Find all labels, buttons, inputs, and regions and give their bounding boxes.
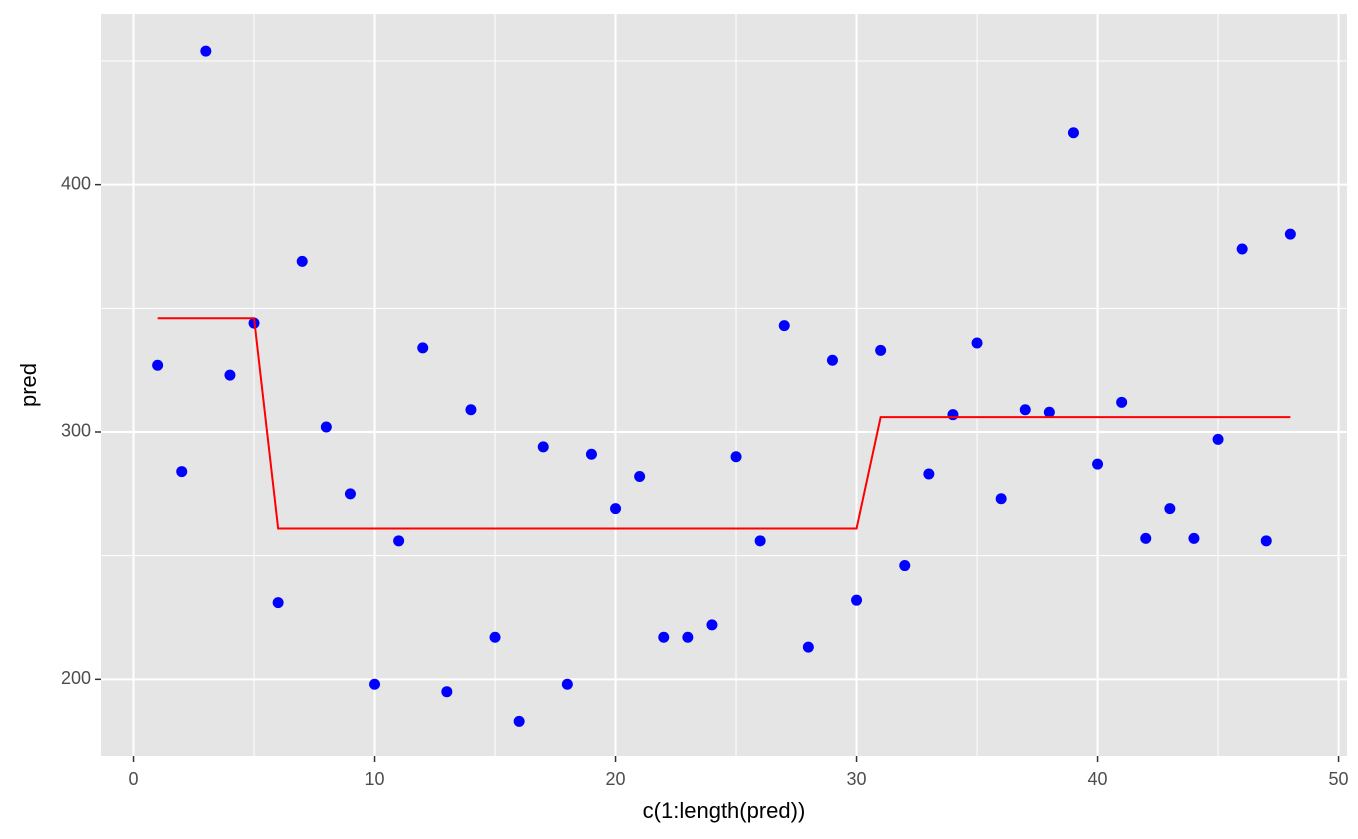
point bbox=[320, 421, 332, 433]
point bbox=[875, 344, 887, 356]
point bbox=[658, 631, 670, 643]
point bbox=[152, 359, 164, 371]
point bbox=[393, 535, 405, 547]
point bbox=[851, 594, 863, 606]
point bbox=[441, 686, 453, 698]
point bbox=[1140, 532, 1152, 544]
y-tick-label: 400 bbox=[61, 173, 91, 193]
point bbox=[754, 535, 766, 547]
y-axis-title: pred bbox=[16, 363, 41, 407]
y-tick-label: 200 bbox=[61, 668, 91, 688]
point bbox=[1067, 127, 1079, 139]
point bbox=[730, 451, 742, 463]
point bbox=[1236, 243, 1248, 255]
point bbox=[369, 678, 381, 690]
point bbox=[778, 320, 790, 332]
x-tick-label: 50 bbox=[1329, 769, 1349, 789]
point bbox=[682, 631, 694, 643]
panel bbox=[101, 14, 1347, 756]
x-tick-label: 20 bbox=[606, 769, 626, 789]
point bbox=[826, 354, 838, 366]
point bbox=[1260, 535, 1272, 547]
point bbox=[899, 560, 911, 572]
point bbox=[706, 619, 718, 631]
point bbox=[1164, 503, 1176, 515]
y-tick-label: 300 bbox=[61, 421, 91, 441]
point bbox=[200, 45, 212, 57]
x-tick-label: 40 bbox=[1088, 769, 1108, 789]
point bbox=[585, 448, 597, 460]
point bbox=[417, 342, 429, 354]
point bbox=[1092, 458, 1104, 470]
point bbox=[1212, 433, 1224, 445]
line bbox=[157, 317, 1291, 530]
x-axis-title: c(1:length(pred)) bbox=[643, 798, 806, 823]
point bbox=[634, 471, 646, 483]
point bbox=[802, 641, 814, 653]
point bbox=[1116, 396, 1128, 408]
point bbox=[1188, 532, 1200, 544]
x-tick-label: 30 bbox=[847, 769, 867, 789]
point bbox=[465, 404, 477, 416]
x-tick-label: 10 bbox=[365, 769, 385, 789]
point bbox=[176, 466, 188, 478]
point bbox=[971, 337, 983, 349]
point bbox=[1284, 228, 1296, 240]
point bbox=[923, 468, 935, 480]
point bbox=[1019, 404, 1031, 416]
point bbox=[1043, 406, 1055, 418]
point bbox=[272, 597, 284, 609]
point bbox=[537, 441, 549, 453]
point bbox=[561, 678, 573, 690]
point bbox=[296, 255, 308, 267]
point bbox=[224, 369, 236, 381]
point bbox=[947, 409, 959, 421]
point bbox=[995, 493, 1007, 505]
point bbox=[610, 503, 622, 515]
point bbox=[513, 715, 525, 727]
point bbox=[489, 631, 501, 643]
point bbox=[344, 488, 356, 500]
x-tick-label: 0 bbox=[129, 769, 139, 789]
